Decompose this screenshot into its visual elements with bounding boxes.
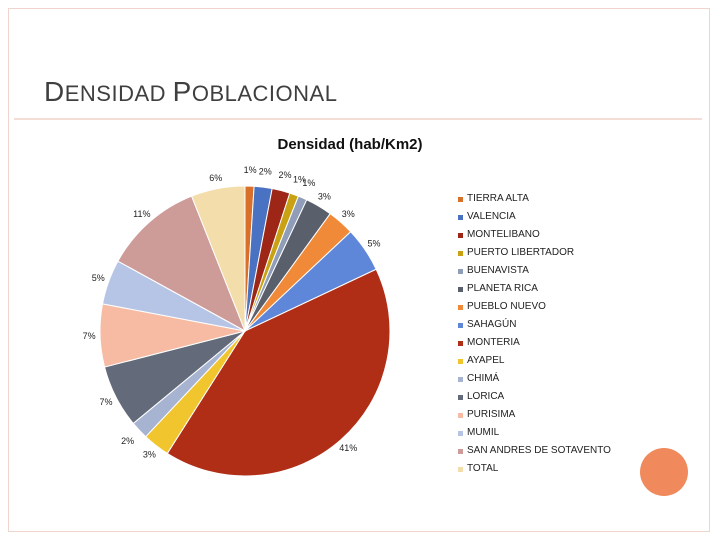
legend-swatch xyxy=(458,214,463,220)
data-label-tierra-alta: 1% xyxy=(244,165,257,175)
legend-swatch xyxy=(458,286,463,292)
data-label-pueblo-nuevo: 3% xyxy=(342,209,355,219)
data-label-sahagun: 5% xyxy=(367,238,380,248)
legend-item-ayapel: AYAPEL xyxy=(458,352,611,370)
legend-item-total: TOTAL xyxy=(458,460,611,478)
legend-swatch xyxy=(458,232,463,238)
legend-label: PLANETA RICA xyxy=(467,283,538,294)
legend-swatch xyxy=(458,430,463,436)
pie-slice-monteria xyxy=(166,268,391,477)
legend-swatch xyxy=(458,322,463,328)
legend-item-sahagun: SAHAGÚN xyxy=(458,316,611,334)
legend-label: PUERTO LIBERTADOR xyxy=(467,247,575,258)
legend-swatch xyxy=(458,340,463,346)
legend-item-puerto-libertador: PUERTO LIBERTADOR xyxy=(458,244,611,262)
legend-swatch xyxy=(458,376,463,382)
data-label-chima: 2% xyxy=(121,436,134,446)
chart-legend: TIERRA ALTA VALENCIA MONTELIBANO PUERTO LIB… xyxy=(458,190,611,478)
slide-frame xyxy=(8,8,710,532)
legend-label: AYAPEL xyxy=(467,355,505,366)
legend-swatch xyxy=(458,412,463,418)
legend-item-tierra-alta: TIERRA ALTA xyxy=(458,190,611,208)
legend-item-chima: CHIMÁ xyxy=(458,370,611,388)
legend-label: BUENAVISTA xyxy=(467,265,529,276)
legend-item-planeta-rica: PLANETA RICA xyxy=(458,280,611,298)
legend-swatch xyxy=(458,196,463,202)
legend-item-mumil: MUMIL xyxy=(458,424,611,442)
data-label-san-andres-de-sotavento: 11% xyxy=(133,209,150,219)
legend-item-buenavista: BUENAVISTA xyxy=(458,262,611,280)
legend-item-pueblo-nuevo: PUEBLO NUEVO xyxy=(458,298,611,316)
legend-item-monteria: MONTERIA xyxy=(458,334,611,352)
legend-label: SAHAGÚN xyxy=(467,319,517,330)
slide-title: DENSIDAD POBLACIONAL xyxy=(44,76,338,107)
legend-swatch xyxy=(458,268,463,274)
legend-swatch xyxy=(458,448,463,454)
legend-label: PURISIMA xyxy=(467,409,516,420)
legend-label: MUMIL xyxy=(467,427,500,438)
legend-item-san-andres-de-sotavento: SAN ANDRES DE SOTAVENTO xyxy=(458,442,611,460)
data-label-mumil: 5% xyxy=(92,273,105,283)
legend-label: VALENCIA xyxy=(467,211,516,222)
pie-slice-san-andres-de-sotavento xyxy=(117,195,246,333)
legend-label: PUEBLO NUEVO xyxy=(467,301,546,312)
chart-title: Densidad (hab/Km2) xyxy=(277,136,423,153)
legend-swatch xyxy=(458,394,463,400)
decorative-accent-circle xyxy=(640,448,688,496)
legend-label: LORICA xyxy=(467,391,505,402)
data-label-total: 6% xyxy=(209,173,222,183)
legend-label: SAN ANDRES DE SOTAVENTO xyxy=(467,445,611,456)
data-label-valencia: 2% xyxy=(259,166,272,176)
legend-label: MONTERIA xyxy=(467,337,520,348)
data-label-purisima: 7% xyxy=(83,331,96,341)
legend-swatch xyxy=(458,358,463,364)
legend-item-valencia: VALENCIA xyxy=(458,208,611,226)
legend-label: MONTELIBANO xyxy=(467,229,540,240)
legend-item-montelibano: MONTELIBANO xyxy=(458,226,611,244)
legend-label: CHIMÁ xyxy=(467,373,500,384)
legend-item-purisima: PURISIMA xyxy=(458,406,611,424)
title-divider xyxy=(14,118,702,120)
pie-slice-total xyxy=(190,185,246,332)
data-label-monteria: 41% xyxy=(339,443,357,453)
legend-swatch xyxy=(458,250,463,256)
legend-label: TOTAL xyxy=(467,463,499,474)
legend-swatch xyxy=(458,304,463,310)
legend-label: TIERRA ALTA xyxy=(467,193,529,204)
data-label-ayapel: 3% xyxy=(143,449,156,459)
data-label-puerto-libertador: 1% xyxy=(293,175,306,185)
data-label-buenavista: 1% xyxy=(302,178,315,188)
data-label-montelibano: 2% xyxy=(278,170,291,180)
data-label-planeta-rica: 3% xyxy=(318,192,331,202)
legend-swatch xyxy=(458,466,463,472)
legend-item-lorica: LORICA xyxy=(458,388,611,406)
data-label-lorica: 7% xyxy=(99,397,112,407)
